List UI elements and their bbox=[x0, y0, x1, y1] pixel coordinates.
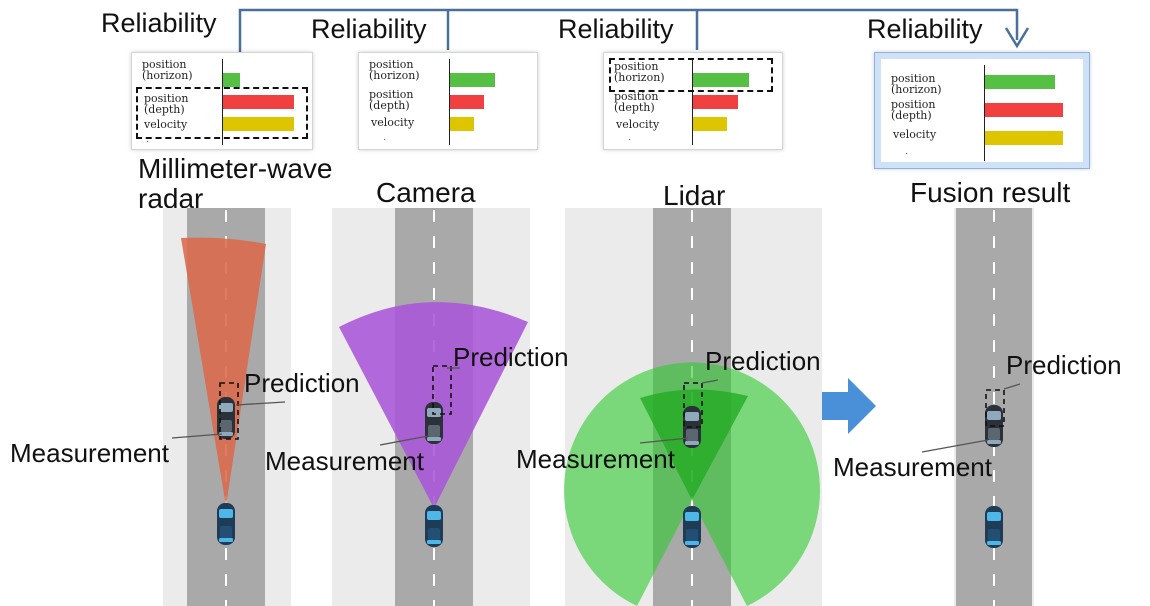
prediction-box bbox=[219, 382, 239, 440]
row-label-depth: position (depth) bbox=[891, 98, 936, 122]
row-label-horizon: position (horizon) bbox=[142, 58, 193, 82]
reliability-panel-fusion: position (horizon) position (depth) veloci… bbox=[874, 52, 1090, 169]
sensor-title-lidar: Lidar bbox=[663, 180, 726, 211]
reliability-panel-camera: position (horizon) position (depth) veloci… bbox=[358, 52, 538, 150]
bar-velocity bbox=[693, 117, 727, 131]
prediction-label-fusion: Prediction bbox=[1006, 350, 1122, 380]
reliability-label-fusion: Reliability bbox=[867, 14, 983, 44]
row-label-velocity: velocity bbox=[893, 128, 937, 141]
prediction-box bbox=[683, 382, 703, 428]
prediction-label-camera: Prediction bbox=[453, 342, 569, 372]
bar-depth bbox=[693, 95, 738, 109]
target-car-icon bbox=[425, 402, 443, 444]
sensor-title-camera: Camera bbox=[376, 177, 476, 208]
ego-car-icon bbox=[425, 505, 443, 547]
bar-horizon bbox=[450, 73, 495, 87]
reliability-connector bbox=[238, 8, 1030, 52]
ego-car-icon bbox=[683, 506, 701, 548]
measurement-label-fusion: Measurement bbox=[833, 452, 992, 482]
bar-depth bbox=[450, 95, 484, 109]
row-label-velocity: velocity bbox=[371, 116, 415, 129]
measurement-label-radar: Measurement bbox=[10, 438, 169, 468]
sensor-title-radar: Millimeter-wave radar bbox=[138, 153, 333, 214]
row-label-depth: position (depth) bbox=[144, 92, 189, 116]
reliability-label-radar: Reliability bbox=[101, 8, 217, 38]
measurement-label-camera: Measurement bbox=[265, 446, 424, 476]
right-arrow-icon bbox=[822, 378, 876, 434]
reliability-label-camera: Reliability bbox=[311, 14, 427, 44]
fusion-scene bbox=[921, 208, 1034, 606]
reliability-label-lidar: Reliability bbox=[558, 14, 674, 44]
ego-car-icon bbox=[985, 506, 1003, 548]
reliability-panel-lidar: position (horizon) position (depth) veloci… bbox=[603, 52, 783, 150]
prediction-label-radar: Prediction bbox=[244, 368, 360, 398]
reliability-panel-radar: position (horizon) position (depth) veloci… bbox=[131, 52, 313, 150]
radar-fov bbox=[181, 237, 266, 506]
bar-horizon bbox=[693, 73, 749, 87]
ego-car-icon bbox=[217, 503, 235, 545]
highlight-box-horizon bbox=[609, 58, 773, 92]
prediction-box bbox=[985, 389, 1005, 427]
row-label-depth: position (depth) bbox=[614, 90, 659, 114]
bar-horizon bbox=[223, 73, 240, 87]
row-label-velocity: velocity bbox=[616, 118, 660, 131]
bar-depth bbox=[985, 103, 1063, 117]
row-label-horizon: position (horizon) bbox=[891, 72, 942, 96]
bar-velocity bbox=[985, 131, 1063, 145]
sensor-title-fusion: Fusion result bbox=[910, 177, 1071, 208]
row-label-horizon: position (horizon) bbox=[369, 58, 420, 82]
bar-horizon bbox=[985, 75, 1055, 89]
prediction-box bbox=[432, 365, 452, 415]
bar-depth bbox=[223, 95, 294, 109]
row-label-velocity: velocity bbox=[144, 118, 188, 131]
row-label-horizon: position (horizon) bbox=[614, 60, 665, 84]
measurement-label-lidar: Measurement bbox=[516, 444, 675, 474]
prediction-label-lidar: Prediction bbox=[705, 346, 821, 376]
bar-velocity bbox=[450, 117, 474, 131]
radar-scene bbox=[163, 208, 291, 606]
camera-scene bbox=[332, 208, 530, 606]
lidar-scene bbox=[564, 208, 822, 606]
row-label-depth: position (depth) bbox=[369, 88, 414, 112]
highlight-box-depth-velocity bbox=[136, 87, 308, 139]
bar-velocity bbox=[223, 117, 294, 131]
